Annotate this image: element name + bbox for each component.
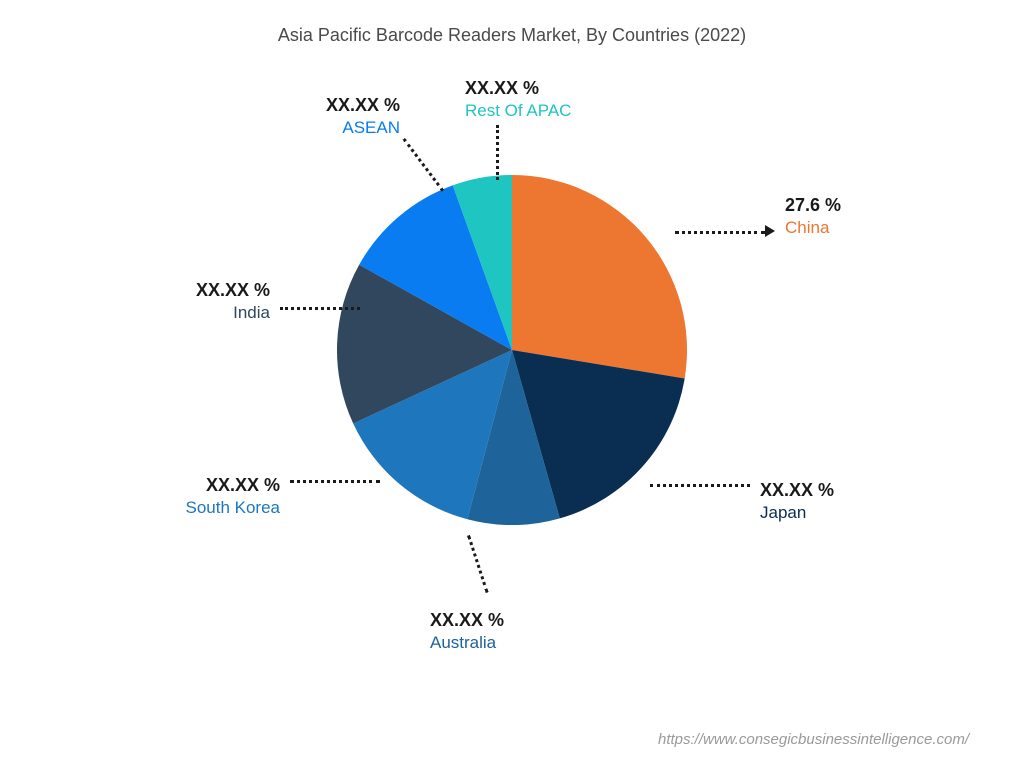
leader-line [290,480,380,483]
slice-value: XX.XX % [465,78,571,99]
slice-value: XX.XX % [165,475,280,496]
slice-name: Japan [760,503,834,523]
slice-name: China [785,218,841,238]
slice-value: XX.XX % [760,480,834,501]
slice-value: XX.XX % [430,610,504,631]
slice-name: India [165,303,270,323]
slice-name: South Korea [165,498,280,518]
pie-chart [337,175,687,525]
slice-label-southkorea: XX.XX % South Korea [165,475,280,518]
slice-label-india: XX.XX % India [165,280,270,323]
slice-name: Rest Of APAC [465,101,571,121]
slice-name: Australia [430,633,504,653]
leader-line [280,307,360,310]
leader-line [650,484,750,487]
pie-slice [512,175,687,378]
leader-line [675,231,765,234]
leader-line [467,535,488,593]
slice-label-restapac: XX.XX % Rest Of APAC [465,78,571,121]
leader-arrow-icon [765,225,775,237]
slice-value: XX.XX % [295,95,400,116]
slice-label-asean: XX.XX % ASEAN [295,95,400,138]
slice-label-china: 27.6 % China [785,195,841,238]
slice-value: 27.6 % [785,195,841,216]
slice-label-japan: XX.XX % Japan [760,480,834,523]
chart-title: Asia Pacific Barcode Readers Market, By … [278,25,746,46]
slice-name: ASEAN [295,118,400,138]
source-text: https://www.consegicbusinessintelligence… [658,731,969,748]
slice-value: XX.XX % [165,280,270,301]
leader-line [496,125,499,180]
slice-label-australia: XX.XX % Australia [430,610,504,653]
